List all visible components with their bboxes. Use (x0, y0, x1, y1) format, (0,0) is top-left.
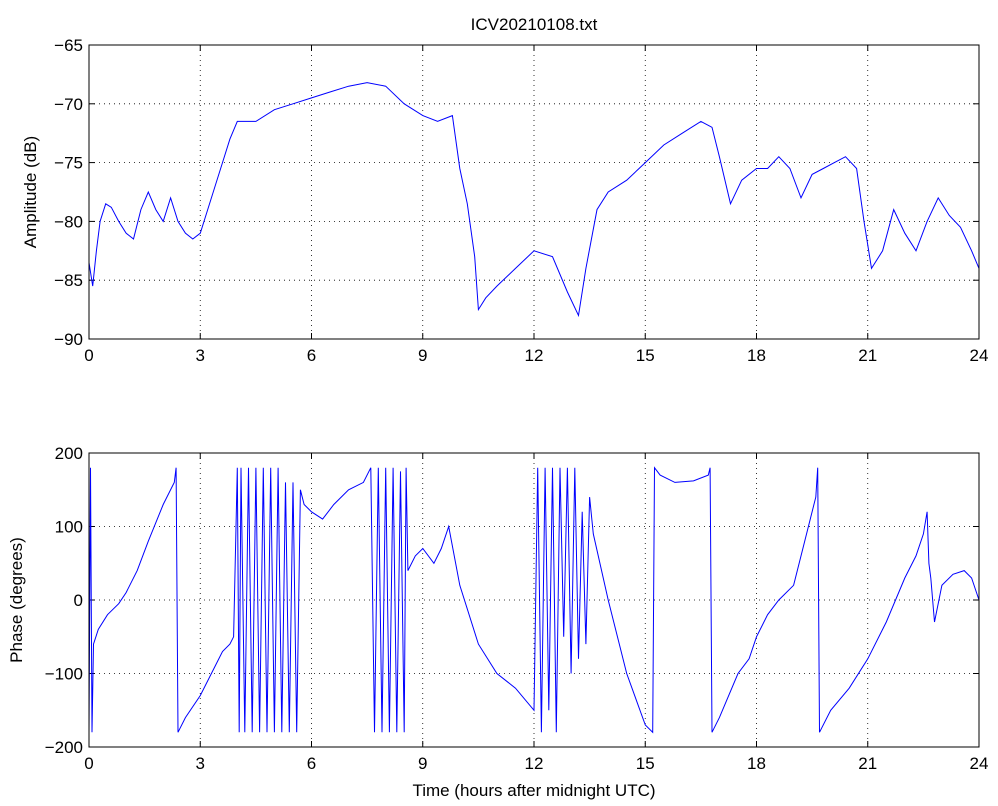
phase-xtick-label: 6 (307, 754, 316, 773)
amplitude-ylabel: Amplitude (dB) (21, 136, 40, 248)
amplitude-xtick-label: 0 (84, 346, 93, 365)
phase-series-line (88, 466, 980, 734)
phase-xlabel: Time (hours after midnight UTC) (412, 781, 655, 800)
phase-ytick-label: −200 (45, 738, 83, 757)
amplitude-ytick-label: −65 (54, 36, 83, 55)
amplitude-grid (89, 45, 979, 339)
amplitude-xtick-label: 21 (858, 346, 877, 365)
amplitude-xtick-label: 9 (418, 346, 427, 365)
phase-xtick-label: 3 (196, 754, 205, 773)
amplitude-xtick-label: 24 (970, 346, 989, 365)
amplitude-ytick-label: −75 (54, 154, 83, 173)
amplitude-series-line (88, 82, 980, 318)
amplitude-plot: ICV20210108.txt 0 3 6 9 12 15 18 21 24 −90 −85 −80 −… (21, 15, 988, 365)
amplitude-ytick-label: −90 (54, 330, 83, 349)
amplitude-axes-frame (88, 44, 980, 340)
amplitude-xtick-label: 6 (307, 346, 316, 365)
phase-ticks: 0 3 6 9 12 15 18 21 24 −200 −100 0 100 200 (45, 444, 989, 773)
phase-ytick-label: 100 (55, 518, 83, 537)
phase-xtick-label: 24 (970, 754, 989, 773)
phase-xtick-label: 18 (747, 754, 766, 773)
phase-ytick-label: 200 (55, 444, 83, 463)
amplitude-ytick-label: −85 (54, 271, 83, 290)
phase-xtick-label: 0 (84, 754, 93, 773)
phase-ytick-label: −100 (45, 665, 83, 684)
amplitude-axes-border (88, 44, 980, 340)
amplitude-xtick-label: 3 (196, 346, 205, 365)
phase-xtick-label: 12 (525, 754, 544, 773)
phase-xtick-label: 15 (636, 754, 655, 773)
amplitude-ytick-label: −70 (54, 95, 83, 114)
amplitude-xtick-label: 15 (636, 346, 655, 365)
amplitude-xtick-label: 18 (747, 346, 766, 365)
phase-ylabel: Phase (degrees) (7, 537, 26, 663)
amplitude-ytick-label: −80 (54, 212, 83, 231)
phase-plot: 0 3 6 9 12 15 18 21 24 −200 −100 0 100 200 Phase (deg… (7, 444, 988, 800)
amplitude-ticks: 0 3 6 9 12 15 18 21 24 −90 −85 −80 −75 −70 −65 (54, 36, 988, 365)
phase-xtick-label: 9 (418, 754, 427, 773)
amplitude-title: ICV20210108.txt (471, 15, 598, 34)
phase-axes-border (88, 452, 980, 748)
phase-xtick-label: 21 (858, 754, 877, 773)
phase-ytick-label: 0 (74, 591, 83, 610)
amplitude-xtick-label: 12 (525, 346, 544, 365)
